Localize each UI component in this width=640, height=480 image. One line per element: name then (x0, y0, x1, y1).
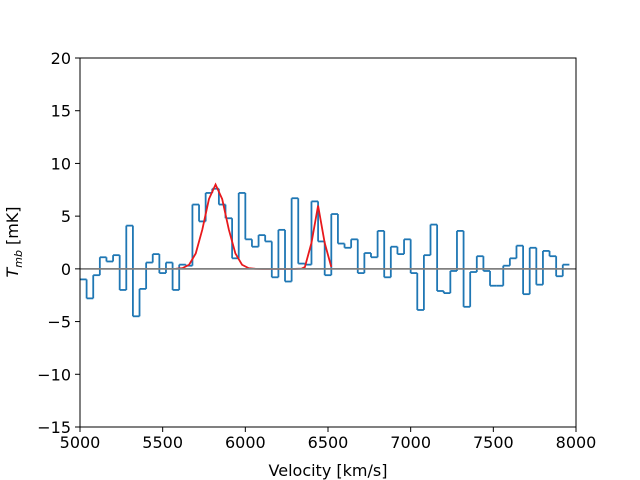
fit-line (175, 182, 333, 270)
x-tick-label: 7000 (390, 433, 431, 452)
y-label-unit: [mK] (3, 206, 22, 245)
y-tick-label: 15 (51, 102, 71, 121)
x-tick-label: 7500 (473, 433, 514, 452)
y-tick-label: −15 (37, 418, 71, 437)
x-tick-label: 5000 (60, 433, 101, 452)
y-tick-label: −5 (47, 313, 71, 332)
y-tick-label: 20 (51, 49, 71, 68)
y-tick-label: −10 (37, 365, 71, 384)
y-tick-label: 5 (61, 207, 71, 226)
y-label-subscript: mb (12, 250, 25, 268)
y-tick-label: 0 (61, 260, 71, 279)
y-label-symbol: T (3, 267, 22, 278)
axes-frame (79, 57, 577, 428)
x-tick-label: 6000 (225, 433, 266, 452)
x-tick-label: 6500 (308, 433, 349, 452)
x-axis-label: Velocity [km/s] (269, 461, 388, 480)
x-tick-label: 5500 (142, 433, 183, 452)
y-tick-label: 10 (51, 154, 71, 173)
x-tick-label: 8000 (556, 433, 597, 452)
y-axis-label: Tmb [mK] (3, 206, 25, 277)
